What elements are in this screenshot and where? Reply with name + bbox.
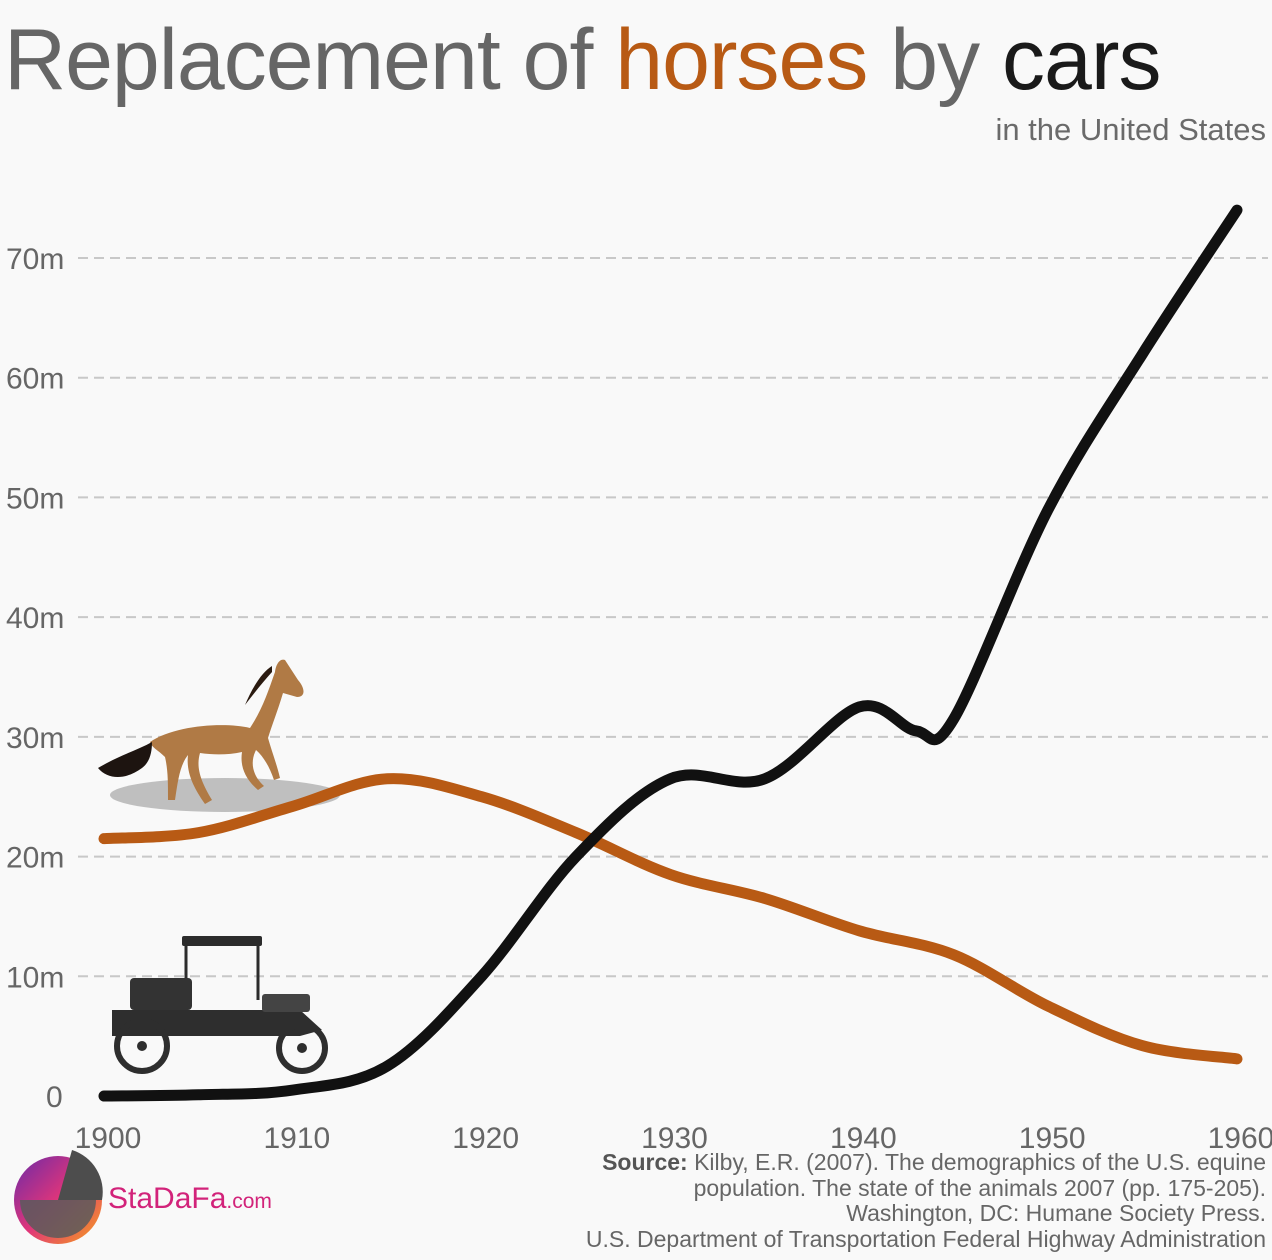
car-roof: [182, 936, 262, 946]
title-part-cars: cars: [1002, 12, 1161, 108]
logo-suffix: .com: [226, 1190, 272, 1213]
series: [98, 204, 1243, 1102]
x-axis: 1900 1910 1920 1930 1940 1950 1960: [75, 1122, 1272, 1155]
horse-body: [150, 659, 304, 804]
y-tick-label: 60m: [6, 363, 64, 396]
horse-shadow: [110, 778, 340, 812]
y-tick-label: 30m: [6, 722, 64, 755]
x-tick-label: 1950: [1019, 1122, 1086, 1155]
y-tick-label: 10m: [6, 961, 64, 994]
car-wheel-front: [276, 1022, 328, 1074]
source-line-2: population. The state of the animals 200…: [693, 1174, 1266, 1201]
source-line-3: Washington, DC: Humane Society Press.: [846, 1200, 1266, 1226]
y-tick-label: 20m: [6, 842, 64, 875]
x-tick-label: 1900: [75, 1122, 142, 1155]
logo-slice: [58, 1150, 103, 1200]
chart-title: Replacement of horses by cars: [4, 10, 1161, 110]
y-tick-label: 0: [46, 1081, 63, 1114]
car-seat: [130, 978, 192, 1010]
title-part-replacement: Replacement of: [4, 12, 616, 108]
x-tick-label: 1910: [263, 1122, 330, 1155]
chart-subtitle: in the United States: [995, 112, 1266, 147]
grid: [78, 257, 1268, 978]
car-hood: [262, 994, 310, 1012]
horse-mane: [245, 666, 272, 705]
logo-name: StaDaFa: [108, 1182, 227, 1215]
logo-text: StaDaFa.com: [108, 1182, 272, 1216]
car-icon: [112, 936, 328, 1074]
source-label: Source:: [602, 1149, 688, 1175]
horse-tail: [98, 742, 152, 777]
car-wheel-rear: [114, 1018, 170, 1074]
source-line-1: Source: Kilby, E.R. (2007). The demograp…: [602, 1149, 1266, 1175]
y-tick-label: 40m: [6, 602, 64, 635]
x-tick-label: 1930: [641, 1122, 708, 1155]
series-line-horses: [98, 773, 1243, 1065]
horse-icon: [98, 659, 340, 812]
title-part-by: by: [867, 12, 1002, 108]
x-tick-label: 1940: [830, 1122, 897, 1155]
title-part-horses: horses: [615, 12, 868, 108]
y-tick-label: 50m: [6, 482, 64, 515]
stadafa-logo: [14, 1150, 103, 1244]
source-note: Source: Kilby, E.R. (2007). The demograp…: [585, 1149, 1266, 1252]
x-tick-label: 1920: [452, 1122, 519, 1155]
y-axis: 0 10m 20m 30m 40m 50m 60m 70m: [6, 243, 64, 1114]
y-tick-label: 70m: [6, 243, 64, 276]
x-tick-label: 1960: [1208, 1122, 1272, 1155]
series-line-cars: [98, 204, 1243, 1102]
source-line-4: U.S. Department of Transportation Federa…: [585, 1225, 1266, 1252]
